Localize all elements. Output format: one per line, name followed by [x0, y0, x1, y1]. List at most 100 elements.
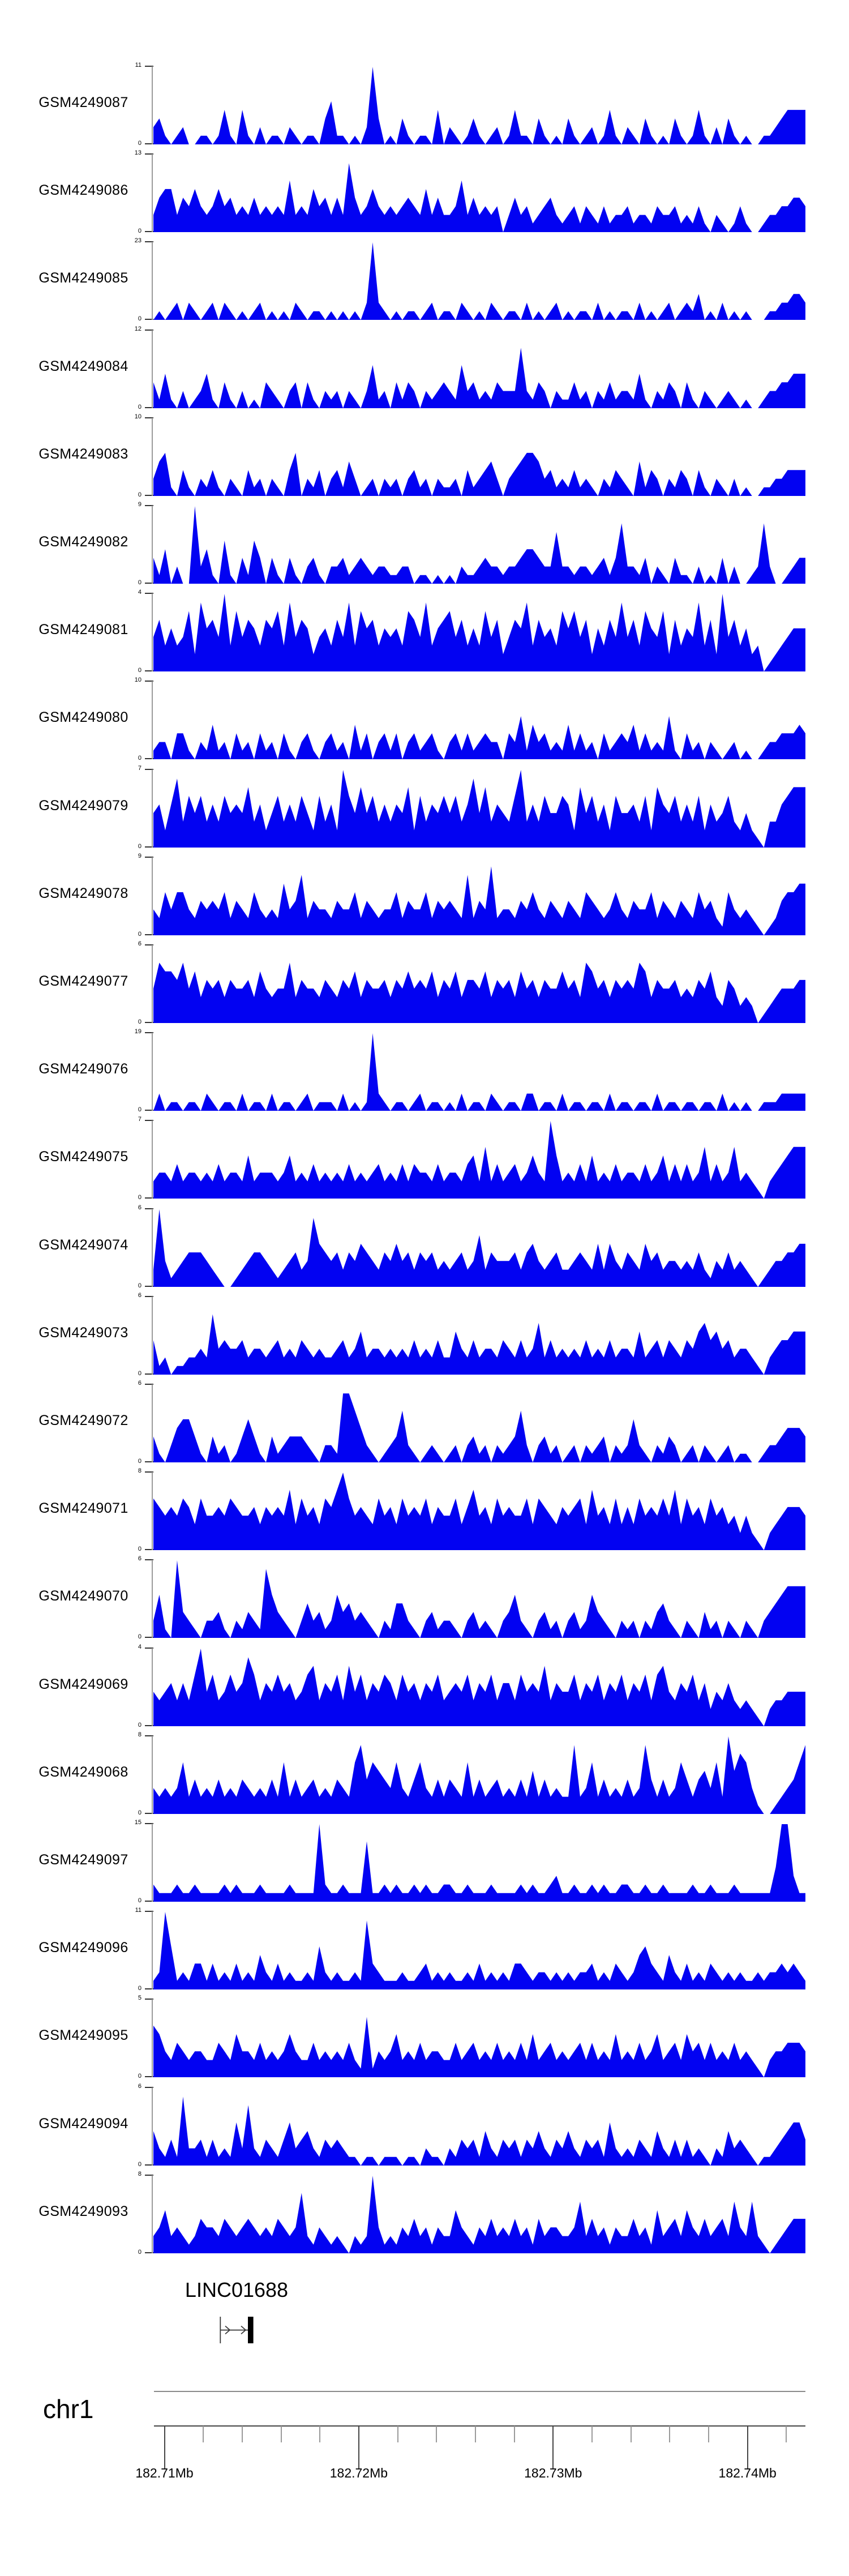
axis-range-line [154, 2391, 805, 2392]
track-ymax-value: 11 [135, 62, 142, 69]
y-axis-line [152, 1472, 153, 1551]
gene-direction-arrow-icon [225, 2325, 231, 2335]
coverage-area [153, 2175, 805, 2253]
track-ymin-value: 0 [138, 842, 142, 850]
track-ymin-value: 0 [138, 1370, 142, 1377]
coverage-plot [153, 962, 805, 1023]
y-axis-line [152, 417, 153, 496]
track-row: GSM4249083 10 0 [38, 413, 805, 498]
y-axis-line [152, 2175, 153, 2253]
y-axis-zero-tick-mark [145, 1549, 153, 1551]
track-ymin-value: 0 [138, 1633, 142, 1641]
coverage-area [153, 1209, 805, 1287]
track-ymax-value: 9 [138, 501, 142, 508]
axis-minor-tick [397, 2426, 398, 2442]
coverage-area [153, 1121, 805, 1199]
track-label: GSM4249083 [38, 446, 128, 462]
coverage-plot [153, 506, 805, 584]
coverage-plot [153, 1912, 805, 1990]
track-ymax-value: 19 [134, 1028, 142, 1035]
axis-minor-tick [591, 2426, 593, 2442]
axis-minor-tick [630, 2426, 632, 2442]
y-axis-top-tick-mark [145, 681, 153, 682]
y-axis-line [152, 681, 153, 760]
y-axis-zero-tick-mark [145, 2164, 153, 2166]
y-axis-top-tick-mark [145, 1999, 153, 2000]
track-label: GSM4249077 [38, 973, 128, 989]
track-row: GSM4249075 7 0 [38, 1116, 805, 1201]
y-axis-top-tick-mark [145, 329, 153, 331]
track-label: GSM4249068 [38, 1764, 128, 1780]
y-axis-zero-tick-mark [145, 319, 153, 320]
track-ymax-value: 9 [138, 852, 142, 859]
track-ymax-value: 6 [138, 1204, 142, 1211]
track-ymin-value: 0 [138, 1897, 142, 1904]
coverage-plot [153, 2175, 805, 2253]
track-ymin-value: 0 [138, 2248, 142, 2256]
gene-direction-arrow-icon [241, 2325, 247, 2335]
y-axis-zero-tick-mark [145, 1901, 153, 1902]
track-ymin-value: 0 [138, 1721, 142, 1728]
y-axis-zero-tick-mark [145, 670, 153, 672]
track-label: GSM4249096 [38, 1940, 128, 1956]
track-label: GSM4249086 [38, 182, 128, 199]
track-row: GSM4249080 10 0 [38, 677, 805, 761]
axis-minor-tick [203, 2426, 204, 2442]
coverage-area [153, 163, 805, 233]
track-ymin-value: 0 [138, 2160, 142, 2168]
y-axis-line [152, 1999, 153, 2078]
coverage-area [153, 1648, 805, 1726]
track-label: GSM4249085 [38, 270, 128, 286]
y-axis-zero-tick-mark [145, 2076, 153, 2078]
track-ymin-value: 0 [138, 930, 142, 938]
coverage-plot [153, 1473, 805, 1551]
y-axis-top-tick-mark [145, 2174, 153, 2176]
track-ymax-value: 5 [138, 1995, 142, 2002]
track-label: GSM4249078 [38, 885, 128, 901]
y-axis-zero-tick-mark [145, 2252, 153, 2253]
track-label: GSM4249079 [38, 797, 128, 814]
track-row: GSM4249077 6 0 [38, 940, 805, 1025]
track-ymin-value: 0 [138, 315, 142, 323]
chromosome-label: chr1 [43, 2394, 94, 2424]
coverage-area [153, 866, 805, 935]
axis-major-tick [552, 2426, 554, 2468]
coverage-plot [153, 347, 805, 408]
y-axis-line [152, 1735, 153, 1814]
track-row: GSM4249076 19 0 [38, 1028, 805, 1113]
track-ymax-value: 6 [138, 940, 142, 947]
track-label: GSM4249087 [38, 95, 128, 110]
gene-exon-box [248, 2317, 254, 2343]
track-ymin-value: 0 [138, 1106, 142, 1114]
track-label: GSM4249074 [38, 1236, 128, 1253]
y-axis-zero-tick-mark [145, 1725, 153, 1726]
y-axis-top-tick-mark [145, 1471, 153, 1473]
track-row: GSM4249097 15 0 [38, 1819, 805, 1904]
y-axis-line [152, 1384, 153, 1462]
track-ymax-value: 8 [138, 1467, 142, 1475]
y-axis-zero-tick-mark [145, 1812, 153, 1814]
gene-model [220, 2317, 254, 2343]
track-ymax-value: 7 [138, 764, 142, 772]
coverage-plot [153, 1824, 805, 1902]
y-axis-top-tick-mark [145, 768, 153, 770]
track-label: GSM4249080 [38, 709, 128, 726]
axis-tick-label: 182.73Mb [524, 2466, 582, 2480]
y-axis-line [152, 154, 153, 233]
track-ymax-value: 8 [138, 2170, 142, 2177]
y-axis-top-tick-mark [145, 241, 153, 243]
track-ymax-value: 10 [134, 677, 142, 684]
y-axis-zero-tick-mark [145, 1988, 153, 1990]
track-label: GSM4249076 [38, 1061, 128, 1077]
y-axis-top-tick-mark [145, 505, 153, 506]
track-ymin-value: 0 [138, 140, 142, 147]
track-ymin-value: 0 [138, 1809, 142, 1816]
coverage-area [153, 1314, 805, 1375]
y-axis-zero-tick-mark [145, 494, 153, 496]
track-ymin-value: 0 [138, 1458, 142, 1465]
y-axis-zero-tick-mark [145, 143, 153, 144]
y-axis-top-tick-mark [145, 1647, 153, 1649]
axis-ruler-line [154, 2425, 805, 2427]
track-row: GSM4249094 6 0 [38, 2083, 805, 2168]
